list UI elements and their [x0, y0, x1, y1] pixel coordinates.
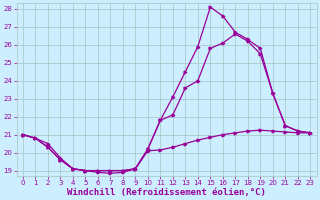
X-axis label: Windchill (Refroidissement éolien,°C): Windchill (Refroidissement éolien,°C)	[67, 188, 266, 197]
